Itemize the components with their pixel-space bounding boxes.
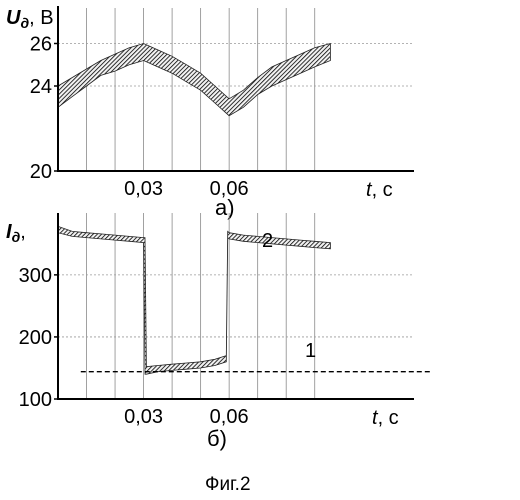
chart-a: 202426 0,030,06 Uд, В t, с а) xyxy=(6,6,414,220)
figure-caption: Фиг.2 xyxy=(205,474,251,495)
chart-b-y-label: Iд, xyxy=(6,221,26,245)
chart-a-y-ticks: 20 24 26 xyxy=(30,34,58,184)
chart-b-x-ticks: 0,03 0,06 xyxy=(124,406,249,428)
chart-b-series-2-label: 2 xyxy=(262,230,273,252)
chart-a-ylabel-sub: д xyxy=(20,15,29,31)
chart-a-x-label: t, с xyxy=(366,179,393,201)
chart-a-y-label: Uд, В xyxy=(6,7,54,31)
chart-b-x-tick-label: 0,03 xyxy=(124,406,163,428)
chart-a-series-band xyxy=(58,44,330,116)
chart-a-grid xyxy=(58,8,412,171)
chart-b-band xyxy=(58,226,330,374)
chart-b-series-band-2 xyxy=(58,226,330,374)
chart-b-y-tick-label: 100 xyxy=(19,389,52,411)
chart-a-xlabel-unit: , с xyxy=(372,179,393,201)
chart-b-y-ticks: 100 200 300 xyxy=(19,265,58,411)
chart-b-ylabel-unit: , xyxy=(20,221,26,243)
chart-a-x-tick-label: 0,03 xyxy=(124,178,163,200)
chart-a-ylabel-unit: , В xyxy=(29,7,53,29)
chart-a-y-tick-label: 20 xyxy=(30,161,52,183)
chart-a-y-tick-label: 26 xyxy=(30,34,52,56)
chart-b-xlabel-unit: , с xyxy=(378,407,399,429)
chart-b-y-tick-label: 200 xyxy=(19,327,52,349)
chart-b-panel-label: б) xyxy=(207,426,227,451)
chart-b: 100 200 300 0,03 0,06 Iд, t, с 2 1 б) xyxy=(6,213,432,451)
chart-a-ylabel-main: U xyxy=(6,7,21,29)
chart-b-y-tick-label: 300 xyxy=(19,265,52,287)
chart-a-y-tick-label: 24 xyxy=(30,76,52,98)
chart-a-band xyxy=(58,44,330,116)
chart-b-ylabel-sub: д xyxy=(12,229,21,245)
chart-a-panel-label: а) xyxy=(215,195,235,220)
chart-b-x-tick-label: 0,06 xyxy=(210,406,249,428)
chart-b-x-label: t, с xyxy=(372,407,399,429)
chart-b-series-1-label: 1 xyxy=(305,340,316,362)
